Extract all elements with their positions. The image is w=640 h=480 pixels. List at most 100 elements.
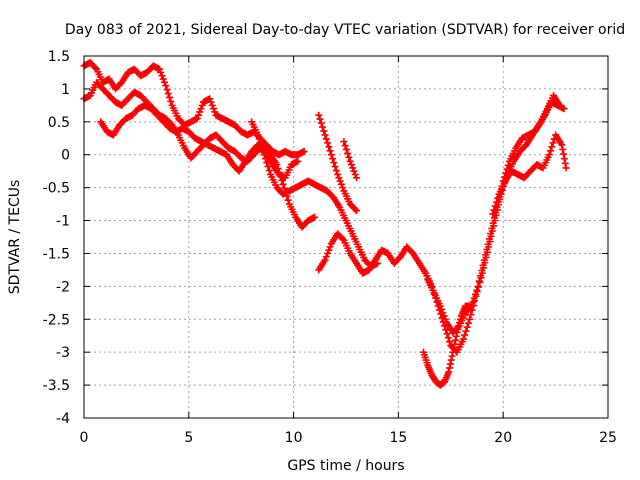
- data-point: [162, 82, 170, 90]
- data-point: [331, 163, 339, 171]
- data-point: [197, 105, 205, 113]
- data-point: [263, 159, 271, 167]
- data-point: [461, 331, 469, 339]
- data-point: [436, 302, 444, 310]
- data-point: [346, 157, 354, 165]
- data-point: [439, 309, 447, 317]
- data-point: [462, 327, 470, 335]
- data-point: [277, 172, 285, 180]
- x-tick-label: 5: [184, 430, 193, 446]
- data-point: [547, 147, 555, 155]
- data-point: [467, 311, 475, 319]
- data-point: [556, 101, 564, 109]
- data-point: [155, 65, 163, 73]
- data-point: [448, 352, 456, 360]
- data-point: [451, 340, 459, 348]
- data-point: [256, 139, 264, 147]
- data-point: [454, 323, 462, 331]
- data-point: [561, 159, 569, 167]
- data-point: [438, 305, 446, 313]
- data-point: [315, 111, 323, 119]
- data-point: [334, 170, 342, 178]
- data-point: [159, 75, 167, 83]
- data-point: [504, 161, 512, 169]
- data-point: [322, 135, 330, 143]
- data-point: [327, 151, 335, 159]
- data-point: [265, 167, 273, 175]
- y-tick-label: -1.5: [43, 246, 70, 262]
- data-point: [446, 364, 454, 372]
- y-tick-label: 0: [61, 148, 70, 164]
- data-point: [352, 207, 360, 215]
- data-point: [211, 108, 219, 116]
- data-point: [469, 298, 477, 306]
- data-point: [164, 90, 172, 98]
- data-point: [324, 139, 332, 147]
- data-point: [284, 196, 292, 204]
- axis-ticks: 0 5 10 15 20 25 1.5 1 0.5 0 -0.5 -1 -1.5 -2 -2.5 -3 -3.5…: [43, 49, 617, 446]
- data-point: [480, 256, 488, 264]
- data-point: [326, 147, 334, 155]
- plot-frame: [83, 55, 609, 419]
- data-point: [254, 131, 262, 139]
- data-point: [207, 98, 215, 106]
- data-point: [482, 251, 490, 259]
- y-tick-label: -3: [56, 345, 70, 361]
- data-point: [311, 213, 319, 221]
- data-point: [450, 344, 458, 352]
- data-point: [492, 198, 500, 206]
- data-point: [351, 205, 359, 213]
- y-tick-label: -3.5: [43, 378, 70, 394]
- data-point: [464, 319, 472, 327]
- y-tick-label: -0.5: [43, 181, 70, 197]
- data-point: [294, 157, 302, 165]
- data-point: [441, 315, 449, 323]
- series-track-e: [315, 111, 360, 215]
- data-point: [210, 105, 218, 113]
- data-point: [321, 131, 329, 139]
- data-point: [472, 290, 480, 298]
- data-point: [351, 170, 359, 178]
- data-point: [489, 219, 497, 227]
- data-point: [324, 249, 332, 257]
- data-point: [470, 294, 478, 302]
- data-point: [344, 149, 352, 157]
- data-point: [326, 243, 334, 251]
- data-point: [255, 135, 263, 143]
- data-point: [449, 348, 457, 356]
- data-point: [275, 168, 283, 176]
- data-point: [325, 246, 333, 254]
- data-point: [345, 153, 353, 161]
- data-point: [485, 235, 493, 243]
- data-point: [503, 165, 511, 173]
- data-point: [330, 159, 338, 167]
- data-point: [157, 68, 165, 76]
- data-point: [350, 167, 358, 175]
- data-point: [442, 326, 450, 334]
- data-points: [80, 59, 570, 389]
- data-point: [466, 315, 474, 323]
- y-tick-label: 0.5: [48, 115, 70, 131]
- x-tick-label: 15: [389, 430, 407, 446]
- data-point: [339, 184, 347, 192]
- data-point: [329, 155, 337, 163]
- data-point: [475, 277, 483, 285]
- data-point: [467, 303, 475, 311]
- data-point: [208, 101, 216, 109]
- data-point: [163, 86, 171, 94]
- data-point: [198, 101, 206, 109]
- data-point: [447, 356, 455, 364]
- data-point: [459, 335, 467, 343]
- data-point: [166, 93, 174, 101]
- y-tick-label: -4: [56, 411, 70, 427]
- data-point: [488, 224, 496, 232]
- data-point: [167, 97, 175, 105]
- data-point: [440, 312, 448, 320]
- data-point: [444, 334, 452, 342]
- data-point: [317, 119, 325, 127]
- data-point: [264, 163, 272, 171]
- data-point: [158, 72, 166, 80]
- data-point: [479, 261, 487, 269]
- data-point: [490, 206, 498, 214]
- data-point: [477, 272, 485, 280]
